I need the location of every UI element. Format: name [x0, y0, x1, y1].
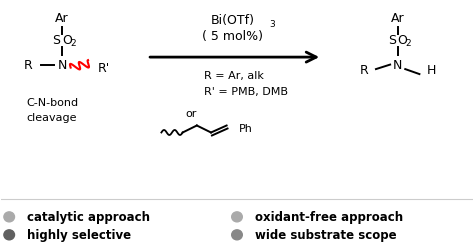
Ellipse shape [4, 230, 15, 240]
Text: 3: 3 [270, 20, 275, 29]
Text: Ar: Ar [391, 12, 404, 24]
Text: highly selective: highly selective [27, 228, 131, 241]
Text: 2: 2 [70, 39, 76, 48]
Text: oxidant-free approach: oxidant-free approach [255, 210, 403, 224]
Text: or: or [185, 109, 196, 119]
Ellipse shape [232, 212, 242, 222]
Text: N: N [57, 59, 67, 72]
Text: Bi(OTf): Bi(OTf) [210, 14, 254, 27]
Text: Ph: Ph [238, 124, 252, 134]
Text: Ar: Ar [55, 12, 69, 24]
Text: R': R' [98, 61, 110, 74]
Text: S: S [53, 34, 61, 47]
Text: S: S [388, 34, 396, 47]
Text: catalytic approach: catalytic approach [27, 210, 150, 224]
Text: R' = PMB, DMB: R' = PMB, DMB [204, 86, 288, 97]
Ellipse shape [232, 230, 242, 240]
Text: R: R [24, 59, 33, 72]
Text: 2: 2 [406, 39, 411, 48]
Ellipse shape [4, 212, 15, 222]
Text: ( 5 mol%): ( 5 mol%) [202, 30, 263, 43]
Text: C-N-bond: C-N-bond [27, 98, 79, 108]
Text: N: N [393, 59, 402, 72]
Text: O: O [62, 34, 72, 47]
Text: R: R [359, 64, 368, 77]
Text: wide substrate scope: wide substrate scope [255, 228, 397, 241]
Text: cleavage: cleavage [27, 112, 77, 122]
Text: R = Ar, alk: R = Ar, alk [204, 70, 264, 80]
Text: H: H [427, 64, 437, 77]
Text: O: O [398, 34, 407, 47]
